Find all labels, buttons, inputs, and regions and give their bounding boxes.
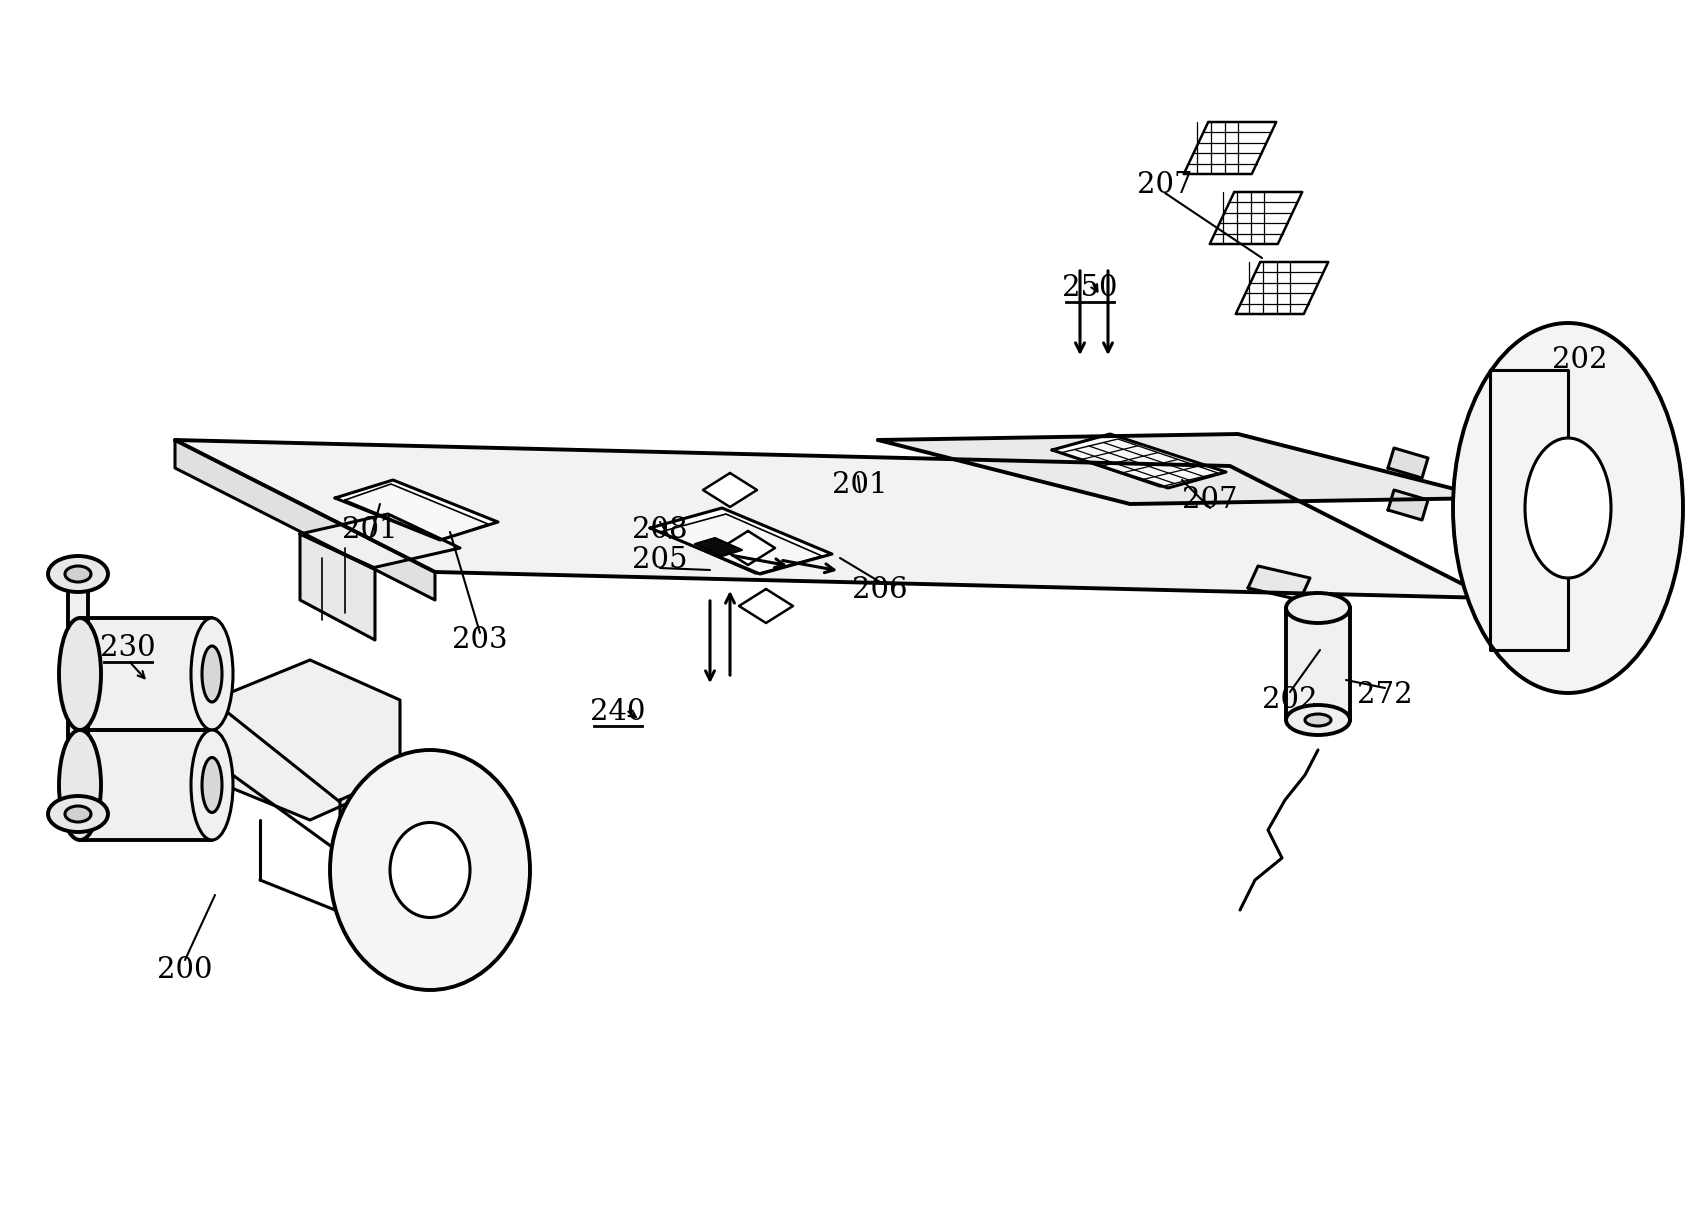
Polygon shape [1285,608,1350,720]
Text: 205: 205 [632,546,688,574]
Polygon shape [175,440,1489,599]
Polygon shape [721,531,775,564]
Polygon shape [1387,490,1428,521]
Polygon shape [660,514,823,574]
Ellipse shape [202,757,223,813]
Polygon shape [68,574,88,814]
Text: 208: 208 [632,516,688,544]
Ellipse shape [60,618,100,730]
Text: 207: 207 [1182,486,1238,514]
Text: 202: 202 [1552,346,1608,374]
Polygon shape [1387,449,1428,478]
Ellipse shape [389,823,469,918]
Ellipse shape [48,796,109,833]
Polygon shape [335,480,498,540]
Text: 272: 272 [1357,681,1413,709]
Polygon shape [695,538,741,556]
Text: 200: 200 [158,956,212,984]
Polygon shape [740,589,792,623]
Ellipse shape [65,806,92,822]
Ellipse shape [202,646,223,702]
Text: 201: 201 [833,471,887,499]
Polygon shape [704,473,756,507]
Ellipse shape [60,730,100,840]
Polygon shape [1236,262,1328,315]
Polygon shape [1248,566,1311,600]
Ellipse shape [48,556,109,592]
Ellipse shape [65,566,92,581]
Polygon shape [1489,371,1567,650]
Ellipse shape [1285,705,1350,735]
Polygon shape [1183,122,1277,174]
Ellipse shape [1454,323,1683,692]
Polygon shape [1052,434,1226,488]
Ellipse shape [1525,438,1612,578]
Text: 201: 201 [342,516,398,544]
Polygon shape [877,434,1489,503]
Text: 202: 202 [1261,686,1318,714]
Ellipse shape [1285,592,1350,623]
Polygon shape [212,659,400,820]
Polygon shape [340,759,430,880]
Polygon shape [1061,439,1217,488]
Ellipse shape [1306,714,1331,727]
Polygon shape [299,534,376,640]
Polygon shape [345,484,488,540]
Text: 207: 207 [1137,171,1193,199]
Polygon shape [1210,193,1302,244]
Text: 230: 230 [100,634,156,662]
Text: 206: 206 [852,577,908,603]
Ellipse shape [190,730,233,840]
Polygon shape [299,514,461,568]
Polygon shape [649,508,831,574]
Polygon shape [80,730,212,840]
Text: 203: 203 [452,627,508,655]
Ellipse shape [190,618,233,730]
Text: 240: 240 [590,698,646,727]
Polygon shape [175,440,435,600]
Ellipse shape [330,750,530,990]
Text: 250: 250 [1062,274,1117,302]
Polygon shape [80,618,212,730]
